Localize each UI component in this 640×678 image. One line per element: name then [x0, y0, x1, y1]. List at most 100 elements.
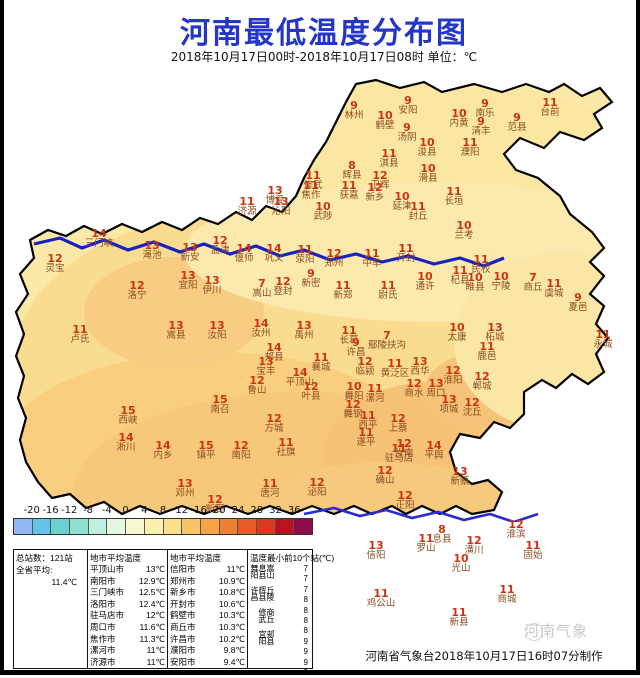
city-name: 信阳市 — [170, 564, 196, 574]
station-label: 11 商城 — [497, 584, 516, 605]
city-avg-column-left: 地市平均温度 平顶山市 13℃ 南阳市 12.9℃ 三门峡市 12.5℃ 洛阳市 12.4℃ 驻… — [88, 550, 168, 668]
station-name: 商城 — [497, 594, 517, 605]
min-top10-value: 9 — [303, 647, 308, 657]
station-value: 11 — [418, 532, 434, 545]
city-avg-row: 商丘市 10.3℃ — [170, 622, 245, 634]
city-avg-temp: 12℃ — [145, 610, 165, 621]
legend-swatch — [219, 519, 239, 534]
legend-swatch — [182, 519, 201, 534]
legend-swatch — [107, 519, 127, 534]
legend-swatch — [14, 519, 33, 534]
min-top10-value: 8 — [303, 605, 308, 615]
legend-swatch — [200, 519, 220, 534]
city-avg-header-right: 地市平均温度 — [170, 553, 222, 563]
min-top10-value: 8 — [303, 595, 308, 605]
legend-swatch — [294, 519, 312, 534]
legend-swatch — [51, 519, 71, 534]
legend-tick: 24 — [231, 505, 245, 516]
station-name: 信阳 — [366, 550, 386, 561]
statistics-table: 总站数：121站 全省平均: 11.4℃ 地市平均温度 平顶山市 13℃ 南阳市 12… — [13, 549, 334, 677]
station-value: 11 — [451, 606, 467, 619]
station-value: 11 — [525, 539, 541, 552]
station-label: 11 新县 — [449, 607, 468, 628]
station-name: 固始 — [523, 550, 543, 561]
city-avg-temp: 11℃ — [146, 656, 165, 667]
color-legend: -20 -16 -12 -8 -4 0 4 8 12 16 20 24 28 32 36 — [13, 505, 313, 537]
city-name: 鹤壁市 — [170, 610, 196, 621]
legend-swatch — [238, 519, 257, 534]
province-avg-value: 11.4℃ — [51, 577, 77, 587]
city-avg-row: 开封市 10.6℃ — [170, 599, 245, 611]
legend-tick: 28 — [250, 505, 264, 516]
min-top10-value: 7 — [303, 564, 308, 573]
city-avg-row: 鹤壁市 10.3℃ — [170, 610, 245, 622]
min-top10-names-wrap: 嵩山 丘陵 商丘 郏县 息县 辉县 修武 宜阳 舞阳 许昌 — [250, 564, 310, 660]
city-avg-temp: 13℃ — [145, 564, 165, 574]
city-name: 南阳市 — [90, 575, 116, 586]
station-name: 鸡公山 — [366, 598, 396, 609]
city-avg-list-left: 平顶山市 13℃ 南阳市 12.9℃ 三门峡市 12.5℃ 洛阳市 12.4℃ 驻马店市 12℃ 周… — [90, 564, 165, 668]
min-top10-value: 9 — [303, 657, 308, 667]
map-temperature-fill — [16, 80, 612, 514]
station-label: 13 信阳 — [366, 540, 385, 561]
legend-swatch — [256, 519, 276, 534]
huai-river — [303, 506, 539, 522]
legend-tick: 0 — [122, 505, 129, 516]
city-avg-temp: 11.3℃ — [139, 633, 165, 644]
city-avg-row: 新乡市 10.8℃ — [170, 587, 245, 599]
legend-tick: -20 — [23, 505, 40, 516]
station-value: 10 — [453, 552, 469, 565]
henan-map-svg — [14, 78, 614, 522]
city-name: 安阳市 — [170, 656, 196, 667]
legend-tick: -8 — [83, 505, 93, 516]
city-avg-temp: 12.4℃ — [138, 598, 165, 609]
min-top10-value: 9 — [303, 636, 308, 646]
legend-tick: 36 — [287, 505, 301, 516]
city-avg-temp: 11.6℃ — [139, 621, 165, 632]
city-name: 漯河市 — [90, 645, 116, 656]
city-avg-temp: 11℃ — [146, 645, 165, 656]
city-avg-row: 许昌市 10.2℃ — [170, 634, 245, 646]
city-avg-temp: 10.8℃ — [218, 587, 245, 598]
total-stations-value: 121站 — [50, 553, 73, 563]
city-avg-row: 周口市 11.6℃ — [90, 622, 165, 634]
legend-tick: -16 — [42, 505, 59, 516]
city-avg-row: 安阳市 9.4℃ — [170, 657, 245, 669]
city-avg-row: 漯河市 11℃ — [90, 645, 165, 657]
city-name: 郑州市 — [170, 575, 196, 586]
city-name: 濮阳市 — [170, 645, 196, 656]
watermark-text: 河南气象 — [524, 622, 589, 640]
legend-tick: -4 — [101, 505, 112, 516]
legend-tick: 16 — [194, 505, 207, 516]
city-avg-row: 信阳市 11℃ — [170, 564, 245, 576]
legend-tick: 20 — [212, 505, 226, 516]
city-name: 焦作市 — [90, 633, 116, 644]
city-name: 周口市 — [90, 621, 116, 632]
legend-swatch — [70, 519, 89, 534]
summary-column: 总站数：121站 全省平均: 11.4℃ — [14, 550, 88, 668]
city-avg-row: 平顶山市 13℃ — [90, 564, 165, 576]
city-name: 洛阳市 — [90, 598, 116, 609]
city-avg-temp: 10.9℃ — [218, 575, 245, 586]
yellow-river — [33, 236, 505, 268]
station-name: 新县 — [449, 617, 469, 628]
min-top10-value: 8 — [303, 616, 308, 626]
city-avg-row: 焦作市 11.3℃ — [90, 634, 165, 646]
temperature-map[interactable]: 9 林州 9 安阳 10 鹤壁 9 汤阴 10 浚县 11 淇县 10 滑县 9 南乐 9 清丰 10 内黄 11 濮阳 9… — [4, 62, 640, 627]
station-label: 12 潢川 — [464, 535, 483, 556]
station-label: 11 鸡公山 — [367, 588, 396, 609]
footer-credit: 河南省气象台2018年10月17日16时07分制作 — [365, 649, 603, 663]
city-avg-row: 南阳市 12.9℃ — [90, 576, 165, 588]
legend-ticks: -20 -16 -12 -8 -4 0 4 8 12 16 20 24 28 32 36 — [13, 505, 313, 518]
city-avg-column-right: 地市平均温度 信阳市 11℃ 郑州市 10.9℃ 新乡市 10.8℃ 开封市 10.6℃ 鹤壁市… — [168, 550, 248, 668]
city-avg-temp: 9.4℃ — [223, 656, 245, 667]
station-label: 8 息县 — [432, 524, 451, 545]
min-top10-value: 9 — [303, 668, 308, 678]
station-name: 光山 — [451, 563, 471, 574]
city-name: 开封市 — [170, 598, 196, 609]
station-value: 12 — [466, 534, 482, 547]
city-avg-temp: 9.8℃ — [223, 645, 245, 656]
legend-tick: 8 — [159, 505, 167, 516]
station-value: 8 — [438, 523, 446, 536]
